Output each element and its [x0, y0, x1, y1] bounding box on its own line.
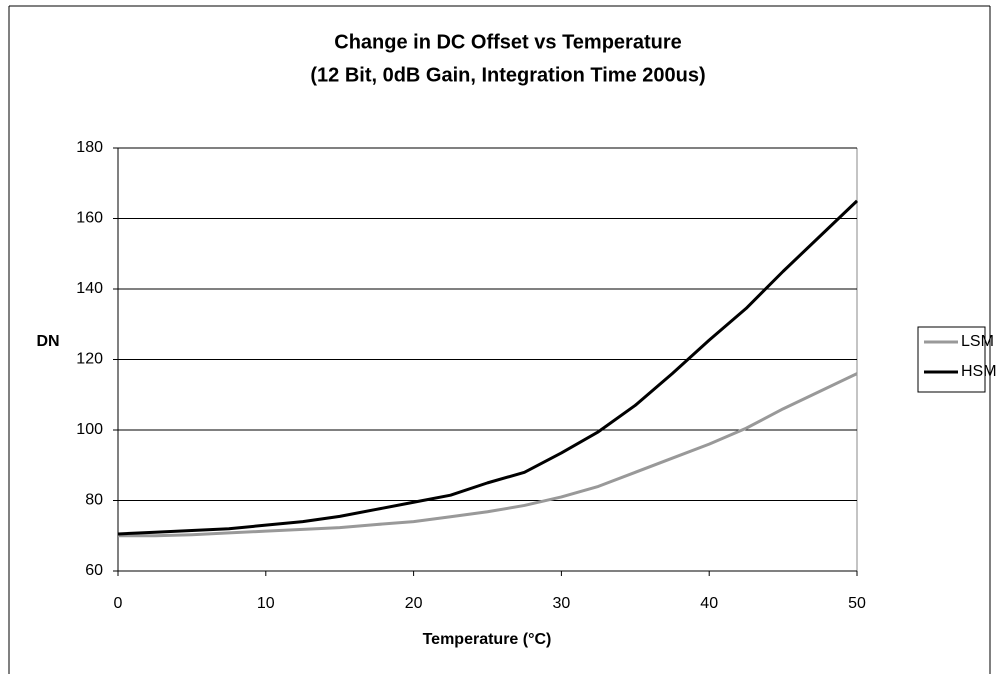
line-series — [117, 199, 859, 536]
x-tick-label: 20 — [405, 595, 423, 612]
x-axis-title: Temperature (°C) — [423, 631, 552, 648]
y-tick-label: 80 — [85, 492, 103, 509]
chart-title: Change in DC Offset vs Temperature — [334, 31, 681, 53]
x-tick-label: 10 — [257, 595, 275, 612]
x-tick-label: 40 — [700, 595, 718, 612]
y-tick-label: 100 — [76, 421, 103, 438]
x-tick-label: 30 — [553, 595, 571, 612]
y-tick-label: 140 — [76, 280, 103, 297]
y-tick-label: 60 — [85, 562, 103, 579]
x-tick-label: 0 — [114, 595, 123, 612]
legend-label: HSM — [961, 363, 997, 380]
legend — [917, 326, 986, 393]
y-tick-label: 160 — [76, 210, 103, 227]
line-series — [118, 372, 858, 538]
y-tick-label: 120 — [76, 351, 103, 368]
chart-subtitle: (12 Bit, 0dB Gain, Integration Time 200u… — [310, 64, 705, 86]
y-tick-label: 180 — [76, 139, 103, 156]
legend-label: LSM — [961, 333, 994, 350]
y-axis-title: DN — [36, 333, 59, 350]
x-tick-label: 50 — [848, 595, 866, 612]
